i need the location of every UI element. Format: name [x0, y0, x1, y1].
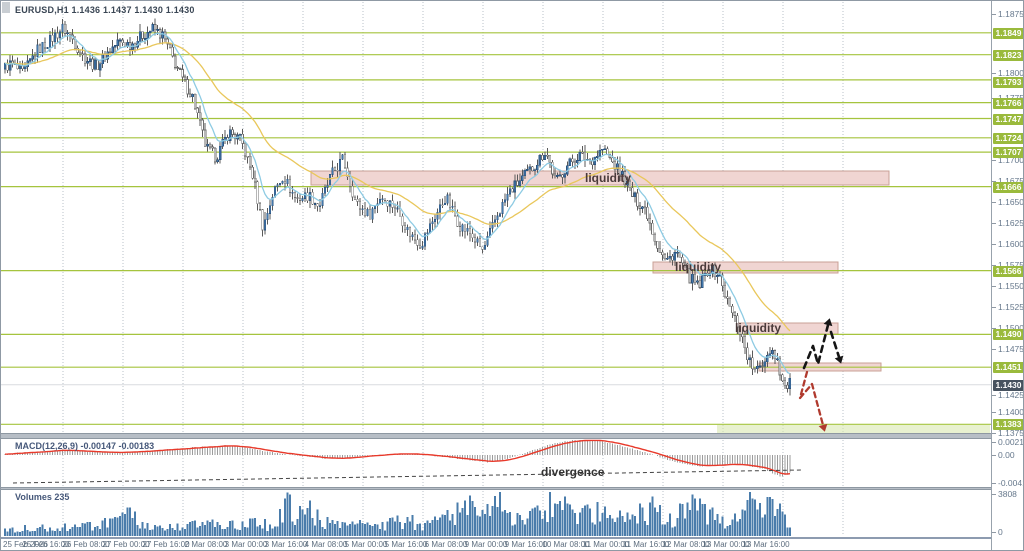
time-axis-label: 3 Mar 00:00: [224, 540, 268, 549]
time-axis-label: 13 Mar 00:00: [702, 540, 750, 549]
price-axis-label: 1.1375: [998, 428, 1024, 438]
axis-tick: [992, 433, 996, 434]
axis-tick: [992, 14, 996, 15]
level-price-badge: 1.1490: [993, 328, 1023, 340]
time-axis-label: 27 Feb 16:00: [142, 540, 190, 549]
axis-tick: [992, 244, 996, 245]
price-axis[interactable]: 1.18751.18001.17751.17001.16751.16501.16…: [991, 1, 1024, 550]
volumes-label: Volumes 235: [15, 492, 70, 502]
axis-tick: [992, 483, 996, 484]
price-axis-label: 1.1650: [998, 197, 1024, 207]
axis-tick: [992, 412, 996, 413]
price-axis-label: -0.00415: [998, 478, 1023, 488]
axis-tick: [992, 307, 996, 308]
time-axis-label: 27 Feb 00:00: [102, 540, 150, 549]
price-axis-label: 0.00: [998, 450, 1015, 460]
macd-label: MACD(12,26,9) -0.00147 -0.00183: [15, 441, 155, 451]
axis-tick: [992, 202, 996, 203]
price-axis-label: 1.1800: [998, 68, 1024, 78]
axis-tick: [992, 349, 996, 350]
price-axis-label: 3808: [998, 489, 1017, 499]
toolbar-corner-block[interactable]: [2, 2, 10, 13]
level-price-badge: 1.1849: [993, 27, 1023, 39]
liquidity-zone-label: liquidity: [585, 171, 631, 185]
axis-tick: [992, 286, 996, 287]
current-price-badge: 1.1430: [993, 379, 1023, 391]
time-axis-label: 5 Mar 00:00: [344, 540, 388, 549]
time-axis-label: 11 Mar 00:00: [582, 540, 630, 549]
level-price-badge: 1.1666: [993, 181, 1023, 193]
level-price-badge: 1.1766: [993, 97, 1023, 109]
time-axis-label: 12 Mar 08:00: [662, 540, 710, 549]
divergence-label: divergence: [541, 465, 605, 479]
time-axis-label: 4 Mar 08:00: [304, 540, 348, 549]
chart-bottom-frame: [1, 537, 991, 539]
panel-separator-volumes[interactable]: [1, 487, 991, 490]
time-axis-label: 13 Mar 16:00: [742, 540, 790, 549]
time-axis-label: 10 Mar 08:00: [542, 540, 590, 549]
axis-tick: [992, 160, 996, 161]
level-price-badge: 1.1793: [993, 76, 1023, 88]
time-axis-label: 3 Mar 16:00: [264, 540, 308, 549]
time-axis[interactable]: 25 Feb 2026 25 Feb 16:00 26 Feb 08:00 27 Fe…: [1, 539, 991, 550]
axis-tick: [992, 73, 996, 74]
price-axis-label: 1.1500: [998, 323, 1023, 333]
panel-separator-macd[interactable]: [1, 433, 991, 439]
time-axis-label: 25 Feb 16:00: [22, 540, 70, 549]
time-axis-label: 11 Mar 16:00: [622, 540, 670, 549]
price-axis-label: 0: [998, 527, 1003, 537]
axis-tick: [992, 223, 996, 224]
price-axis-label: 1.1550: [998, 281, 1024, 291]
time-axis-label: 25 Feb 2026: [3, 540, 48, 549]
price-axis-label: 1.1700: [998, 155, 1024, 165]
level-price-badge: 1.1724: [993, 132, 1023, 144]
price-axis-label: 1.1625: [998, 218, 1024, 228]
macd-canvas[interactable]: [1, 439, 991, 487]
axis-tick: [992, 395, 996, 396]
time-axis-label: 9 Mar 00:00: [464, 540, 508, 549]
macd-panel[interactable]: [1, 439, 991, 487]
price-axis-label: 1.1425: [998, 390, 1024, 400]
symbol-ohlc-header: EURUSD,H1 1.1436 1.1437 1.1430 1.1430: [15, 5, 195, 15]
main-chart-panel[interactable]: [1, 1, 991, 433]
price-axis-label: 1.1400: [998, 407, 1024, 417]
level-price-badge: 1.1707: [993, 146, 1023, 158]
axis-tick: [992, 532, 996, 533]
liquidity-zone-label: liquidity: [735, 321, 781, 335]
level-price-badge: 1.1566: [993, 265, 1023, 277]
price-axis-label: 1.1675: [998, 176, 1023, 186]
liquidity-zone-label: liquidity: [675, 260, 721, 274]
axis-tick: [992, 442, 996, 443]
price-axis-label: 1.1875: [998, 9, 1024, 19]
price-axis-label: 1.1475: [998, 344, 1024, 354]
time-axis-label: 6 Mar 08:00: [424, 540, 468, 549]
axis-tick: [992, 455, 996, 456]
price-axis-label: 1.1575: [998, 260, 1023, 270]
level-price-badge: 1.1451: [993, 361, 1023, 373]
time-axis-label: 2 Mar 08:00: [184, 540, 228, 549]
level-price-badge: 1.1747: [993, 113, 1023, 125]
volumes-canvas[interactable]: [1, 490, 991, 537]
price-axis-label: 1.1600: [998, 239, 1024, 249]
price-axis-label: 0.00211: [998, 437, 1024, 447]
time-axis-label: 9 Mar 16:00: [504, 540, 548, 549]
level-price-badge: 1.1823: [993, 49, 1023, 61]
axis-tick: [992, 494, 996, 495]
time-axis-label: 26 Feb 08:00: [62, 540, 110, 549]
time-axis-label: 5 Mar 16:00: [384, 540, 428, 549]
price-axis-label: 1.1525: [998, 302, 1024, 312]
main-chart-canvas[interactable]: [1, 1, 991, 433]
level-price-badge: 1.1383: [993, 418, 1023, 430]
volumes-panel[interactable]: [1, 490, 991, 537]
